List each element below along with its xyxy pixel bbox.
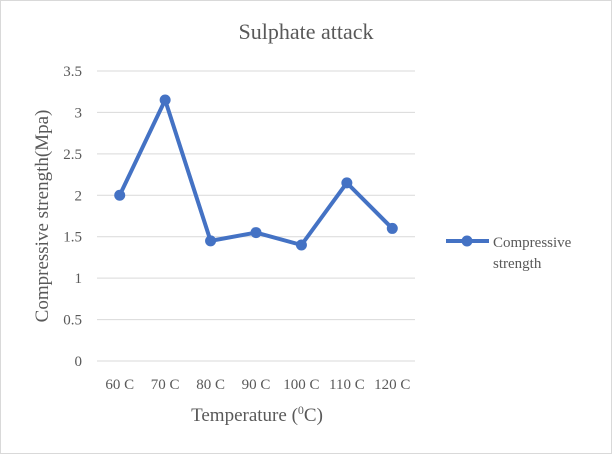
gridlines	[97, 70, 415, 362]
y-tick-label: 2	[75, 188, 83, 204]
legend-label-line1: Compressive	[493, 235, 572, 251]
series-group	[114, 94, 398, 251]
y-tick-label: 0.5	[63, 313, 82, 329]
x-tick-label: 90 C	[242, 377, 271, 393]
x-tick-label: 100 C	[283, 377, 319, 393]
y-tick-label: 1	[75, 271, 83, 287]
y-axis-ticks: 0 0.5 1 1.5 2 2.5 3 3.5	[63, 64, 82, 370]
legend-label-line2: strength	[493, 256, 542, 272]
y-tick-label: 1.5	[63, 230, 82, 246]
chart-title: Sulphate attack	[238, 19, 373, 44]
x-tick-label: 80 C	[196, 377, 225, 393]
y-tick-label: 2.5	[63, 147, 82, 163]
x-axis-label: Temperature (0C)	[191, 403, 323, 426]
x-tick-label: 70 C	[151, 377, 180, 393]
x-axis-ticks: 60 C 70 C 80 C 90 C 100 C 110 C 120 C	[105, 377, 410, 393]
y-tick-label: 3.5	[63, 64, 82, 80]
x-tick-label: 110 C	[329, 377, 365, 393]
data-point	[205, 235, 217, 247]
data-point	[386, 222, 398, 234]
legend: Compressive strength	[446, 235, 572, 272]
data-point	[341, 177, 353, 189]
y-tick-label: 3	[75, 105, 83, 121]
x-axis-label-tail: C)	[304, 405, 323, 426]
y-tick-label: 0	[75, 354, 83, 370]
data-point	[159, 94, 171, 106]
x-tick-label: 120 C	[374, 377, 410, 393]
legend-marker-swatch	[461, 235, 473, 247]
y-axis-label: Compressive strength(Mpa)	[32, 110, 53, 323]
x-axis-label-superscript: 0	[298, 403, 304, 417]
series-line	[117, 98, 394, 247]
data-point	[295, 239, 307, 251]
x-axis-label-main: Temperature (	[191, 405, 298, 426]
data-point	[250, 227, 262, 239]
data-point	[114, 189, 126, 201]
x-tick-label: 60 C	[105, 377, 134, 393]
